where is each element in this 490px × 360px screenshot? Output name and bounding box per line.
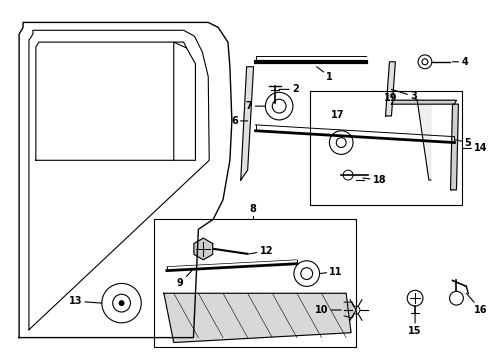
Bar xyxy=(310,91,463,204)
Text: 5: 5 xyxy=(455,138,471,148)
Text: 3: 3 xyxy=(392,89,417,101)
Text: 2: 2 xyxy=(279,84,299,94)
Text: 7: 7 xyxy=(246,101,266,111)
Text: 9: 9 xyxy=(177,269,194,288)
Text: 13: 13 xyxy=(69,296,102,306)
Text: 16: 16 xyxy=(466,293,488,315)
Text: 18: 18 xyxy=(363,175,386,185)
Text: 17: 17 xyxy=(331,110,345,120)
Text: 8: 8 xyxy=(249,204,256,215)
Text: 1: 1 xyxy=(317,67,333,82)
Polygon shape xyxy=(194,238,213,260)
Polygon shape xyxy=(450,104,459,190)
Polygon shape xyxy=(344,302,356,318)
Polygon shape xyxy=(386,62,395,116)
Text: 4: 4 xyxy=(453,57,468,67)
Text: 10: 10 xyxy=(315,305,341,315)
Polygon shape xyxy=(415,99,431,180)
Text: 14: 14 xyxy=(463,144,488,153)
Text: 12: 12 xyxy=(249,246,273,256)
Polygon shape xyxy=(164,293,351,342)
Circle shape xyxy=(119,300,124,306)
Text: 6: 6 xyxy=(231,116,247,126)
Text: 19: 19 xyxy=(384,93,397,103)
Bar xyxy=(154,219,356,347)
Text: 15: 15 xyxy=(408,313,422,336)
Text: 11: 11 xyxy=(319,267,343,276)
Polygon shape xyxy=(392,100,457,104)
Polygon shape xyxy=(241,67,253,180)
